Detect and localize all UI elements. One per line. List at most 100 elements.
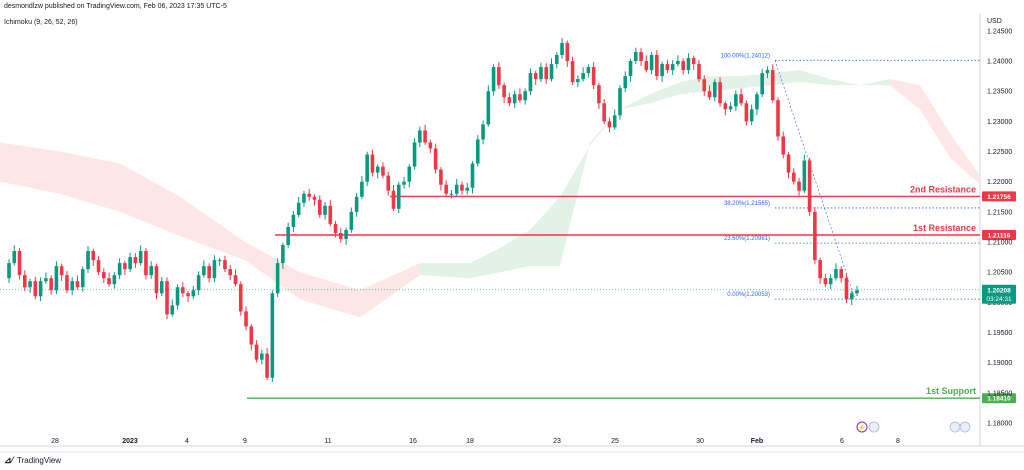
- candle-body: [80, 269, 85, 288]
- candle-body: [233, 275, 238, 285]
- candle-body: [823, 278, 828, 285]
- footer-brand[interactable]: TradingView: [17, 456, 62, 465]
- candle: [133, 253, 138, 268]
- lightning-icon: ⚡: [858, 424, 865, 432]
- candle: [144, 248, 148, 280]
- candle-body: [581, 73, 585, 80]
- candle: [770, 64, 775, 103]
- candle: [691, 55, 696, 70]
- candle-body: [681, 61, 685, 71]
- candle-body: [618, 88, 622, 116]
- candle-body: [191, 290, 196, 297]
- candle: [33, 276, 38, 300]
- candle-body: [828, 278, 833, 285]
- price-tick-label: 1.21500: [987, 209, 1012, 216]
- candle: [207, 263, 211, 283]
- candle: [244, 306, 248, 331]
- candle-body: [175, 287, 180, 306]
- candle: [260, 349, 264, 365]
- candle-body: [23, 275, 27, 288]
- candle-body: [686, 58, 691, 71]
- candle: [402, 176, 406, 189]
- time-tick-label: 16: [409, 438, 417, 445]
- candle-body: [491, 67, 496, 92]
- candle-body: [765, 70, 770, 74]
- candle-body: [528, 73, 533, 92]
- candle: [460, 181, 464, 196]
- candle-body: [165, 281, 169, 315]
- us-flag-icon: [868, 421, 880, 433]
- candle-body: [212, 260, 217, 279]
- candle: [834, 263, 838, 281]
- candle: [70, 277, 75, 296]
- candle-body: [312, 196, 317, 200]
- tradingview-logo-icon[interactable]: ⊿⁄: [4, 455, 14, 465]
- candle-body: [449, 193, 454, 195]
- candle-body: [154, 266, 159, 294]
- candle-body: [576, 79, 580, 83]
- time-tick-label: 6: [840, 438, 844, 445]
- candle: [454, 178, 459, 197]
- candle-body: [217, 260, 222, 262]
- candle: [791, 168, 796, 185]
- candle-body: [518, 94, 522, 101]
- candle-body: [597, 85, 601, 104]
- candle-body: [549, 64, 554, 80]
- candle: [823, 273, 828, 288]
- candle-body: [802, 160, 807, 191]
- candle: [776, 97, 780, 141]
- indicator-legend[interactable]: Ichimoku (9, 26, 52, 26): [4, 19, 78, 26]
- lightning-icon: [856, 421, 868, 433]
- time-tick-label: Feb: [751, 438, 763, 445]
- current-price-tag-text: 1.20208: [987, 287, 1011, 294]
- candle: [765, 66, 770, 78]
- level-price-tag-text: 1.21756: [987, 194, 1011, 201]
- candle-body: [554, 55, 559, 65]
- candle-body: [365, 154, 369, 182]
- candle: [549, 58, 554, 82]
- candle: [286, 222, 290, 248]
- candle: [697, 59, 701, 83]
- candle-body: [612, 115, 617, 128]
- candle: [591, 62, 596, 90]
- candle-body: [807, 160, 812, 212]
- candle: [644, 55, 649, 73]
- time-tick-label: 18: [466, 438, 474, 445]
- candle: [212, 255, 217, 283]
- candle-body: [386, 175, 391, 191]
- eu-flag-icon: [949, 421, 961, 433]
- candle-body: [776, 100, 780, 137]
- price-tick-label: 1.22000: [987, 179, 1012, 186]
- candle: [312, 194, 317, 206]
- level-price-tag: [982, 393, 1016, 404]
- support-resistance-lines: 2nd Resistance 1.21756 1st Resistance 1.211…: [247, 184, 1016, 404]
- candle: [223, 255, 227, 273]
- candle: [344, 227, 348, 245]
- candle-body: [412, 142, 417, 167]
- candle: [760, 68, 764, 98]
- candle: [533, 70, 538, 85]
- candle-body: [249, 326, 254, 345]
- candle: [59, 263, 64, 281]
- candle: [612, 109, 617, 130]
- candles: [7, 38, 859, 383]
- candle: [544, 63, 549, 84]
- candle: [786, 152, 791, 179]
- candle: [802, 154, 807, 194]
- candle: [428, 139, 433, 153]
- candle-body: [591, 67, 596, 86]
- candle-body: [117, 263, 122, 276]
- candle-body: [275, 263, 280, 294]
- candle-body: [228, 269, 233, 276]
- candle: [581, 67, 585, 82]
- candle: [328, 200, 333, 227]
- candle: [123, 260, 127, 275]
- candle-body: [628, 61, 633, 77]
- kumo-segment: [0, 142, 420, 318]
- candle-body: [728, 106, 733, 110]
- candle-body: [844, 278, 849, 300]
- candle-body: [144, 251, 148, 276]
- time-tick-label: 9: [243, 438, 247, 445]
- price-tick-label: 1.23000: [987, 119, 1012, 126]
